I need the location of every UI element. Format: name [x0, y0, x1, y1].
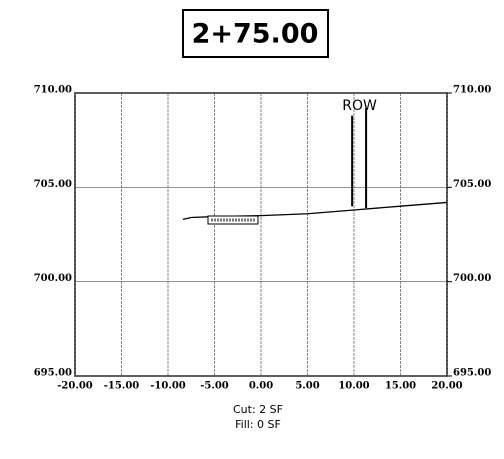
x-tick-label: -5.00	[200, 381, 229, 392]
x-tick-label: 15.00	[385, 381, 416, 392]
x-tick-label: 20.00	[431, 381, 462, 392]
x-tick-label: 0.00	[249, 381, 273, 392]
title-box	[182, 9, 329, 58]
x-tick-label: -10.00	[150, 381, 186, 392]
x-tick-label: -15.00	[104, 381, 140, 392]
y-tick-label: 710.00	[34, 85, 72, 96]
y-tick-label: 695.00	[34, 368, 72, 379]
x-tick-label: -20.00	[57, 381, 93, 392]
chart-title: 2+75.00	[192, 19, 319, 50]
y-tick-label: 700.00	[34, 273, 72, 284]
ground-line	[182, 201, 448, 221]
y2-tick-label: 695.00	[453, 368, 491, 379]
y2-tick-label: 710.00	[453, 85, 491, 96]
y2-tick-label: 700.00	[453, 273, 491, 284]
y2-tick-label: 705.00	[453, 179, 491, 190]
y-tick-label: 705.00	[34, 179, 72, 190]
annotation: ROW	[342, 98, 377, 114]
fill-label: Fill: 0 SF	[235, 418, 281, 431]
cut-label: Cut: 2 SF	[233, 403, 283, 416]
x-tick-label: 5.00	[295, 381, 319, 392]
x-tick-label: 10.00	[338, 381, 369, 392]
